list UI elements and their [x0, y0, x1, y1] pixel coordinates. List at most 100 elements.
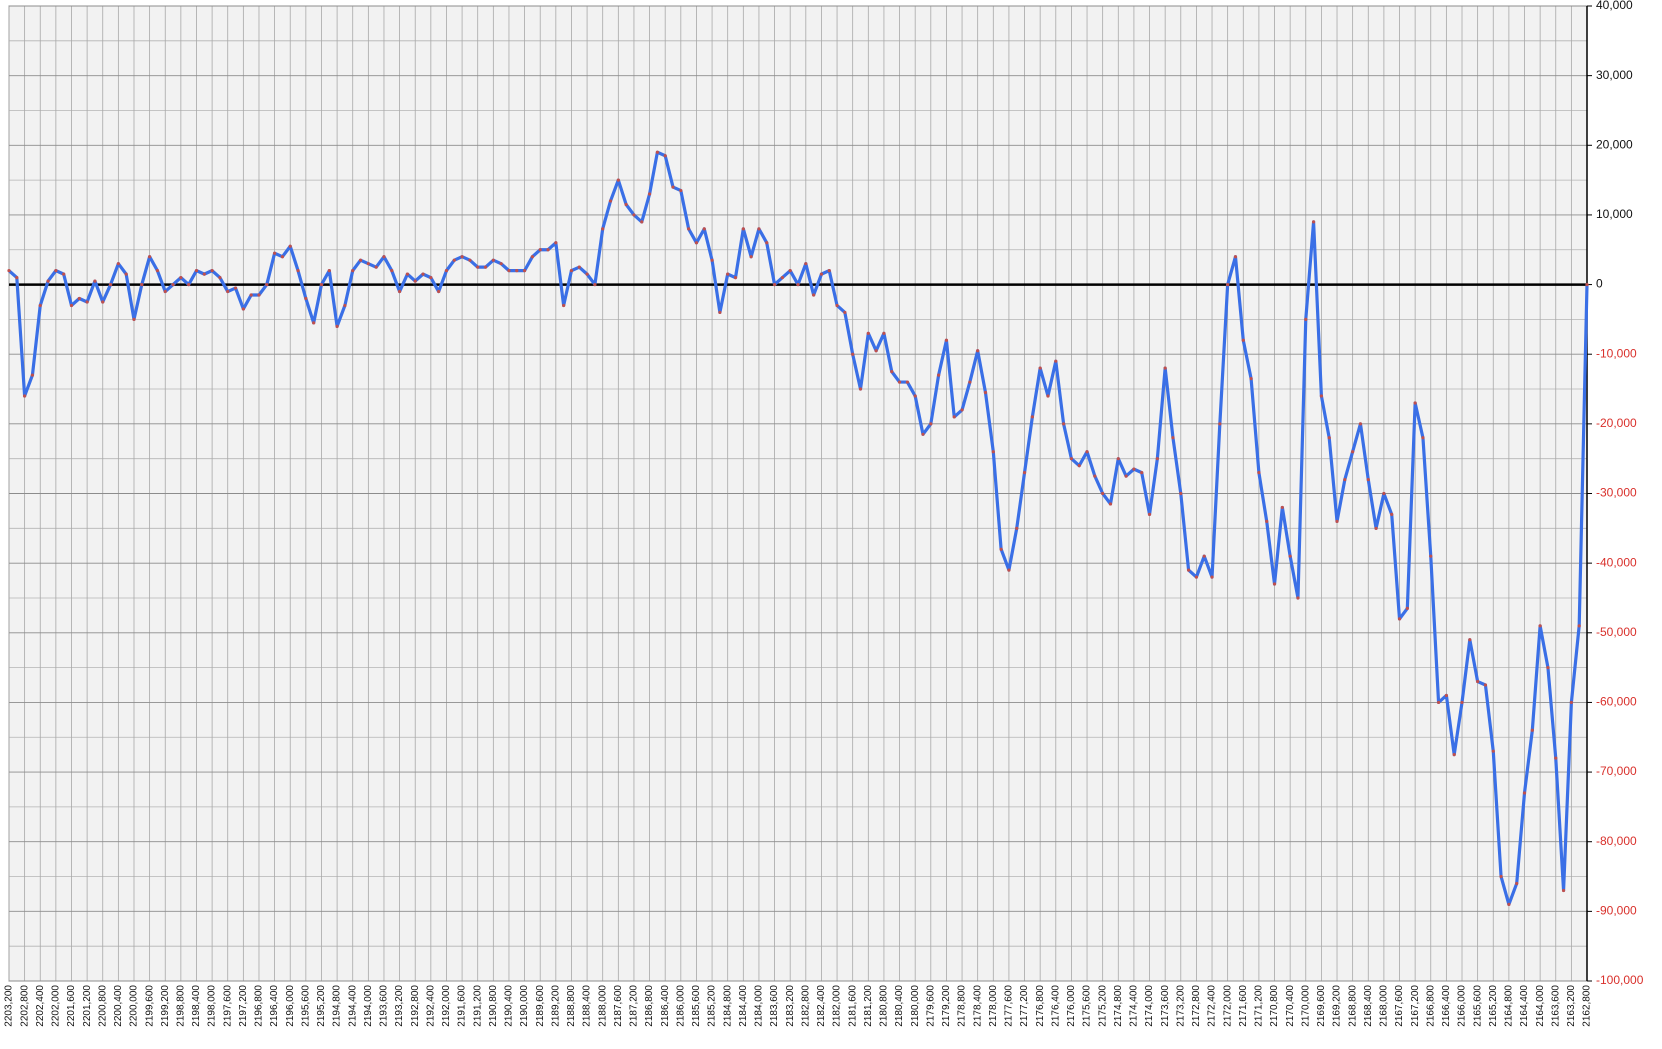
data-point	[780, 276, 784, 280]
x-tick-label: 2184,000	[754, 985, 765, 1027]
data-point	[171, 282, 175, 287]
data-point	[405, 272, 410, 276]
data-point	[585, 272, 589, 276]
data-point	[1085, 450, 1089, 454]
x-tick-label: 2197,200	[238, 985, 249, 1027]
x-tick-label: 2172,000	[1222, 985, 1233, 1027]
x-tick-label: 2172,800	[1191, 985, 1202, 1027]
data-point	[1390, 512, 1394, 516]
data-point	[835, 303, 839, 308]
data-point	[1405, 606, 1409, 611]
data-point	[1202, 554, 1206, 558]
data-point	[226, 289, 230, 294]
data-point	[913, 394, 917, 398]
x-tick-label: 2190,400	[504, 985, 515, 1027]
x-tick-label: 2175,600	[1082, 985, 1093, 1027]
x-tick-label: 2176,000	[1066, 985, 1077, 1027]
data-point	[1257, 471, 1261, 475]
x-tick-label: 2199,200	[160, 985, 171, 1027]
data-point	[1101, 491, 1105, 496]
data-point	[202, 272, 206, 276]
data-point	[437, 289, 441, 294]
x-tick-label: 2177,200	[1019, 985, 1030, 1027]
data-point	[569, 269, 574, 273]
data-point	[1186, 568, 1191, 572]
y-tick-label: -70,000	[1596, 764, 1637, 778]
x-tick-label: 2173,600	[1160, 985, 1171, 1027]
data-point	[93, 279, 97, 283]
data-point	[554, 241, 558, 245]
data-point	[890, 370, 894, 374]
x-tick-label: 2176,400	[1050, 985, 1061, 1027]
data-point	[218, 276, 222, 280]
data-point	[522, 269, 527, 273]
y-tick-label: -20,000	[1596, 416, 1637, 430]
data-point	[1585, 282, 1589, 287]
data-point	[460, 255, 464, 259]
x-tick-label: 2195,600	[300, 985, 311, 1027]
data-point	[1280, 505, 1284, 510]
data-point	[983, 390, 988, 395]
data-point	[1530, 728, 1534, 732]
data-point	[265, 282, 269, 287]
data-point	[1476, 679, 1480, 684]
data-point	[351, 269, 355, 273]
y-tick-label: -10,000	[1596, 346, 1637, 360]
data-point	[1491, 749, 1495, 753]
data-point	[397, 289, 402, 294]
data-point	[1538, 624, 1542, 628]
data-point	[1116, 457, 1120, 461]
data-point	[905, 380, 909, 384]
data-point	[1015, 526, 1019, 530]
data-point	[663, 154, 667, 158]
x-tick-label: 2194,400	[347, 985, 358, 1027]
x-tick-label: 2164,000	[1535, 985, 1546, 1027]
data-point	[897, 380, 902, 384]
x-tick-label: 2199,600	[144, 985, 155, 1027]
data-point	[819, 272, 824, 276]
data-point	[296, 269, 300, 273]
data-point	[116, 262, 120, 266]
data-point	[1218, 422, 1222, 426]
x-tick-label: 2193,600	[379, 985, 390, 1027]
x-tick-label: 2196,000	[285, 985, 296, 1027]
data-point	[1343, 477, 1347, 482]
data-point	[1319, 394, 1323, 398]
x-tick-label: 2178,400	[972, 985, 983, 1027]
x-tick-label: 2201,600	[66, 985, 77, 1027]
data-point	[1554, 756, 1558, 760]
x-tick-label: 2163,200	[1566, 985, 1577, 1027]
data-point	[327, 269, 331, 273]
data-point	[858, 387, 863, 391]
y-tick-label: -80,000	[1596, 834, 1637, 848]
data-point	[1460, 700, 1464, 705]
data-point	[1507, 902, 1511, 906]
data-point	[257, 293, 261, 297]
data-point	[1444, 693, 1448, 698]
x-tick-label: 2193,200	[394, 985, 405, 1027]
data-point	[1069, 457, 1074, 461]
data-point	[827, 269, 831, 273]
x-tick-label: 2178,000	[988, 985, 999, 1027]
data-point	[1358, 422, 1363, 426]
data-point	[491, 258, 495, 262]
data-point	[1499, 874, 1503, 879]
x-tick-label: 2165,200	[1488, 985, 1499, 1027]
data-point	[1210, 575, 1214, 579]
x-tick-label: 2189,600	[535, 985, 546, 1027]
data-point	[812, 293, 816, 297]
data-point	[1569, 700, 1573, 705]
x-tick-label: 2186,400	[660, 985, 671, 1027]
x-tick-label: 2190,000	[519, 985, 530, 1027]
data-point	[507, 269, 511, 273]
data-point	[499, 262, 503, 266]
data-point	[1272, 582, 1277, 586]
data-point	[1351, 450, 1355, 454]
data-point	[210, 269, 214, 273]
x-tick-label: 2162,800	[1582, 985, 1593, 1027]
x-tick-label: 2184,400	[738, 985, 749, 1027]
x-tick-label: 2169,600	[1316, 985, 1327, 1027]
x-tick-label: 2198,000	[207, 985, 218, 1027]
data-point	[7, 269, 11, 273]
